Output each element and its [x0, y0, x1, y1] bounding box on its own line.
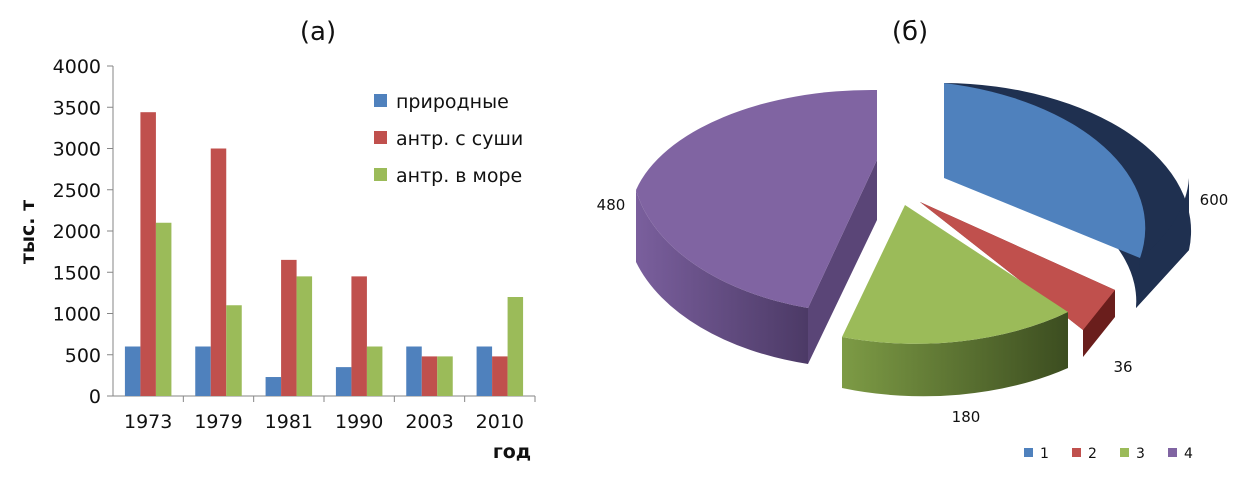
pie-slice-4 — [636, 89, 877, 364]
bar-x-tick-label: 1981 — [265, 411, 313, 433]
bar-legend-swatch — [374, 131, 387, 144]
bar-y-tick-label: 2000 — [53, 221, 101, 243]
bar-y-tick-label: 0 — [89, 386, 101, 408]
bar-x-tick-label: 2010 — [476, 411, 524, 433]
bar-legend-label: антр. с суши — [396, 128, 523, 150]
pie-value-labels: 600 36 180 480 — [597, 191, 1229, 426]
bar-chart-panel: (а) тыс. т год 0 500 1000 1500 2000 2500 3000 3… — [17, 17, 536, 463]
bar-2-1981 — [281, 259, 297, 396]
bar-y-tick-label: 1000 — [53, 304, 101, 326]
bar-legend-swatch — [374, 94, 387, 107]
bar-3-2003 — [437, 356, 453, 396]
pie-slices — [636, 83, 1192, 397]
pie-legend-label: 3 — [1136, 446, 1145, 462]
bar-legend-swatch — [374, 168, 387, 181]
bar-2-2003 — [421, 356, 438, 396]
bar-y-ticks: 0 500 1000 1500 2000 2500 3000 3500 4000 — [53, 56, 113, 408]
bar-1-2003 — [406, 346, 422, 396]
bar-x-ticks: 1973 1979 1981 1990 2003 2010 — [124, 396, 536, 433]
pie-legend-label: 4 — [1184, 446, 1193, 462]
bar-y-tick-label: 3000 — [53, 139, 101, 161]
pie-slice-1 — [944, 83, 1192, 308]
bar-y-tick-label: 2500 — [53, 180, 101, 202]
bar-1-1973 — [124, 346, 141, 396]
pie-slice-3 — [842, 205, 1068, 397]
pie-legend-swatch — [1168, 448, 1177, 457]
bar-y-tick-label: 500 — [65, 345, 101, 367]
pie-value-label-4: 480 — [597, 196, 626, 214]
pie-legend: 1 2 3 4 — [1024, 446, 1193, 462]
pie-slice-2 — [920, 202, 1115, 357]
pie-value-label-2: 36 — [1113, 358, 1132, 376]
bar-x-tick-label: 1979 — [194, 411, 242, 433]
bar-y-tick-label: 1500 — [53, 262, 101, 284]
bar-3-1979 — [226, 305, 242, 396]
bar-x-axis-label: год — [493, 441, 531, 463]
bar-x-tick-label: 1990 — [335, 411, 383, 433]
bar-2-1973 — [140, 112, 156, 396]
bar-3-2010 — [507, 297, 524, 396]
bar-y-tick-label: 3500 — [53, 97, 101, 119]
pie-value-label-1: 600 — [1200, 191, 1229, 209]
bar-1-1990 — [335, 367, 352, 396]
bar-3-1990 — [366, 346, 383, 396]
pie-legend-swatch — [1120, 448, 1129, 457]
pie-legend-swatch — [1072, 448, 1081, 457]
bar-x-tick-label: 1973 — [124, 411, 172, 433]
bar-x-tick-label: 2003 — [405, 411, 453, 433]
pie-panel-label: (б) — [892, 17, 928, 47]
bar-3-1981 — [296, 276, 313, 396]
pie-legend-label: 2 — [1088, 446, 1097, 462]
bar-2-1990 — [351, 276, 367, 396]
bar-1-2010 — [476, 346, 493, 396]
bar-y-tick-label: 4000 — [53, 56, 101, 78]
pie-legend-swatch — [1024, 448, 1033, 457]
bar-legend-label: антр. в море — [396, 165, 522, 187]
bar-legend-label: природные — [396, 91, 509, 113]
pie-value-label-3: 180 — [952, 408, 981, 426]
bar-bars — [124, 112, 524, 396]
bar-2-2010 — [492, 356, 508, 396]
bar-panel-label: (а) — [300, 17, 336, 47]
bar-2-1979 — [210, 148, 227, 396]
bar-y-axis-label: тыс. т — [17, 200, 39, 264]
pie-chart-panel: (б) — [597, 17, 1229, 462]
bar-3-1973 — [155, 222, 172, 396]
bar-legend: природные антр. с суши антр. в море — [374, 91, 523, 187]
bar-1-1979 — [195, 346, 211, 396]
pie-legend-label: 1 — [1040, 446, 1049, 462]
bar-1-1981 — [265, 377, 282, 396]
